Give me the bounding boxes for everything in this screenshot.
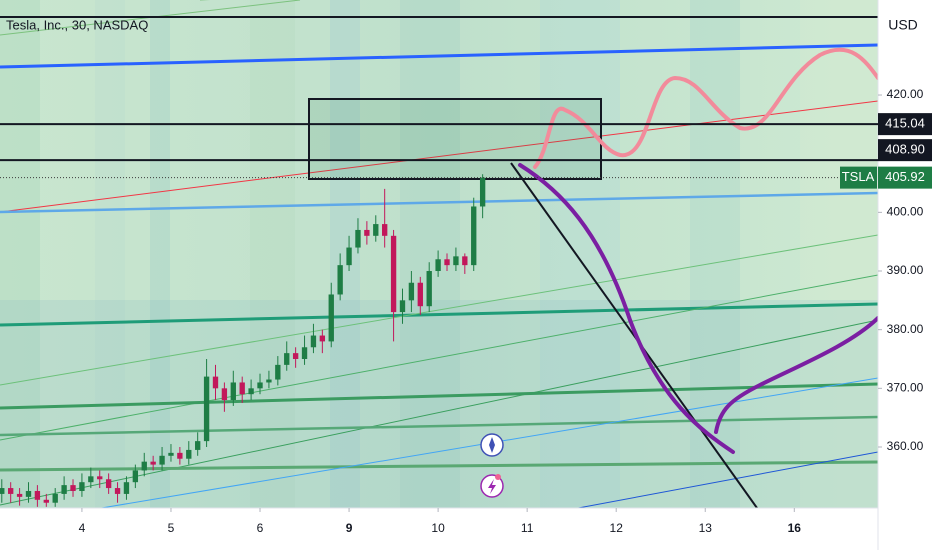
y-tick-label: 390.00 [887,263,924,277]
candle-body [61,485,67,494]
x-tick-label: 12 [610,521,624,535]
candle-body [114,488,121,494]
candle-body [97,476,103,480]
candle-body [319,335,326,342]
candle-body [471,206,477,266]
candle-body [132,470,139,483]
price-label: 408.90 [885,142,925,157]
candle-body [43,499,49,503]
candle-body [248,388,254,395]
price-label-bg [878,139,932,162]
candle-body [382,224,388,236]
candle-body [25,490,32,497]
currency-label[interactable]: USD [888,17,918,33]
candle-body [266,379,272,383]
candle-body [453,256,459,266]
plot-background [0,0,878,508]
candle-body [70,485,76,491]
time-axis [0,508,878,550]
candle-body [479,177,486,207]
background-stripes [0,0,878,508]
last-price-bg [878,166,932,189]
candle-body [417,282,423,307]
x-tick-label: 10 [431,521,445,535]
candle-body [34,490,41,500]
candle-body [52,493,58,503]
candle-body [328,294,334,342]
candle-body [364,229,370,236]
candle-body [275,364,281,380]
x-tick-label: 5 [168,521,175,535]
candle-body [150,461,156,465]
candle-body [444,259,450,266]
candle-body [195,441,201,450]
candle-body [177,452,183,459]
price-label-bg [878,113,932,136]
x-tick-label: 11 [521,521,534,535]
x-tick-label: 13 [699,521,713,535]
candle-body [435,259,441,272]
candle-body [8,488,14,494]
candle-body [0,488,5,494]
y-tick-label: 420.00 [887,87,924,101]
candle-body [141,461,147,471]
candle-body [88,476,94,483]
candle-body [292,353,299,360]
x-tick-label: 9 [346,521,353,535]
candle-body [408,282,415,301]
symbol-label-bg [840,166,877,189]
x-tick-label: 16 [788,521,802,535]
candle-body [301,347,308,360]
y-tick-label: 360.00 [887,439,924,453]
x-tick-label: 4 [79,521,86,535]
candle-body [230,382,236,401]
y-tick-label: 380.00 [887,322,924,336]
candles [0,174,486,507]
chart-title: Tesla, Inc., 30, NASDAQ [6,17,148,32]
candle-body [123,482,130,494]
candle-body [239,382,245,395]
candle-body [462,256,468,266]
candle-body [355,229,361,248]
candle-body [79,482,85,491]
candle-body [159,455,165,465]
candle-body [346,247,352,266]
x-tick-label: 6 [257,521,264,535]
candle-body [168,452,174,456]
candle-body [337,265,343,295]
candle-body [221,388,228,401]
y-tick-label: 370.00 [887,381,924,395]
candle-body [390,235,397,313]
candle-body [186,449,192,459]
price-axis [878,0,932,550]
price-label: 415.04 [885,116,925,131]
y-tick-label: 400.00 [887,205,924,219]
last-price-label: 405.92 [885,169,925,184]
candle-body [399,300,406,313]
candle-body [373,224,379,236]
candle-body [212,376,219,389]
event-icons [480,433,504,498]
candle-body [310,335,317,348]
candle-body [426,271,432,307]
drawings [0,0,878,508]
candle-body [257,382,263,389]
candle-body [284,353,290,365]
candle-body [105,479,112,489]
candle-body [16,493,23,497]
candle-body [203,376,210,442]
symbol-label: TSLA [842,169,875,184]
